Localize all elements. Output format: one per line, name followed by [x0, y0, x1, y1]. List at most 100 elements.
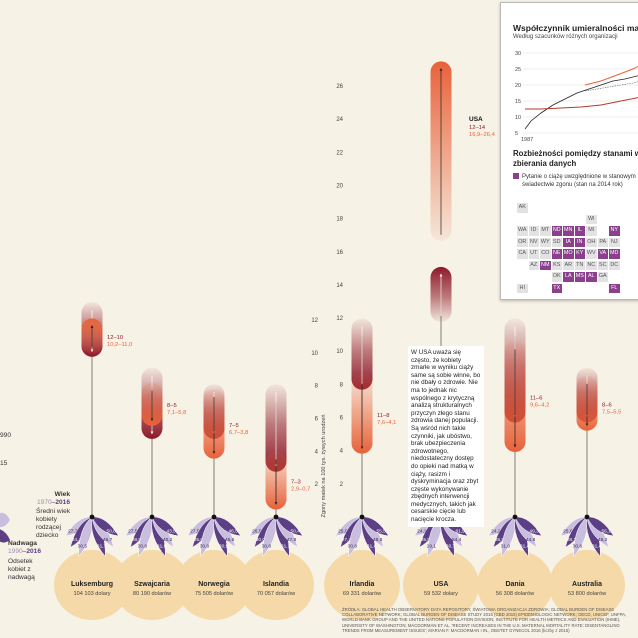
petal-hub	[211, 514, 217, 520]
range-new-label: 10,2–11,0	[107, 342, 132, 348]
y-tick-usa: 6	[340, 416, 344, 422]
state-tile-hi: HI	[517, 283, 528, 293]
inset-title2-line2: zbierania danych	[513, 158, 577, 168]
petal-label: 56,1	[602, 529, 612, 535]
age-legend-desc: Średni wiek kobiety rodzącej dziecko	[36, 508, 71, 539]
petal-label: 28,1	[567, 537, 577, 543]
state-tile-ia: IA	[563, 237, 574, 247]
range-capsules	[81, 61, 598, 510]
state-tile-nm: NM	[540, 260, 551, 270]
recent-range-capsule	[203, 389, 225, 459]
country-gdp: 80 190 dolarów	[133, 591, 172, 597]
range-old-label: 11–8	[377, 413, 389, 419]
state-tile-mi: MI	[586, 226, 597, 236]
base-circles	[54, 550, 625, 620]
petal-label: 27,7	[68, 529, 78, 535]
inset-title: Współczynnik umieralności matek w USA	[513, 23, 638, 33]
petal-label: 25,6	[563, 529, 573, 535]
range-new-label: 6,7–3,8	[229, 430, 248, 436]
state-tile-nd: ND	[551, 226, 562, 236]
country-gdp: 59 532 dolary	[424, 591, 458, 597]
petal-label: 25,0	[338, 529, 348, 535]
petal-shape	[586, 516, 615, 537]
historic-range-capsule	[430, 266, 452, 323]
inset-subtitle: Według szacunków różnych organizacji	[513, 34, 618, 40]
petal-label: 24,4	[72, 537, 82, 543]
state-tile-wa: WA	[517, 226, 528, 236]
petal-label: 30,5	[78, 543, 88, 549]
range-new-label: 7,1–5,8	[167, 410, 186, 416]
historic-range-capsule	[351, 318, 373, 390]
state-tile-pa: PA	[597, 237, 608, 247]
range-old-label: 12–10	[107, 335, 123, 341]
nadwaga-legend-desc: Odsetek kobiet z nadwagą	[8, 558, 35, 581]
inset-legend-line2: świadectwie zgonu (stan na 2014 rok)	[522, 181, 623, 188]
inset-series-1	[524, 75, 638, 130]
country-name: Szwajcaria	[134, 581, 170, 588]
age-year-a: 1970	[36, 499, 52, 506]
state-tile-ak: AK	[517, 203, 528, 213]
inset-y-tick: 20	[515, 83, 521, 89]
y-tick-usa: 14	[336, 283, 343, 289]
state-tile-ut: UT	[528, 249, 539, 259]
petal-label: 61,9	[456, 529, 466, 535]
y-tick-usa: 26	[336, 84, 343, 90]
state-tile-tn: TN	[574, 260, 585, 270]
inset-x-start: 1987	[521, 137, 533, 143]
petal-label: 31,9	[157, 543, 167, 549]
petal-groups: 27,724,430,5 31,746,750,8 27,528,830,8 31,9…	[64, 514, 615, 558]
petal: 49,3	[514, 516, 543, 537]
y-tick-usa: 22	[336, 150, 343, 156]
state-tile-ny: NY	[609, 226, 620, 236]
petal-label: 25,9	[495, 537, 505, 543]
y-tick-main: 6	[315, 417, 319, 423]
age-legend-title: Wiek	[54, 491, 70, 498]
petal-label: 30,9	[219, 543, 229, 549]
age-legend-years: 1970–2016	[36, 499, 70, 506]
petal-label: 24,1	[417, 529, 427, 535]
age-legend: Wiek 1970–2016	[20, 491, 70, 507]
petal-label: 24,2	[491, 529, 501, 535]
petal-label: 40,2	[163, 537, 173, 543]
base-circle	[324, 550, 400, 620]
state-tile-nc: NC	[586, 260, 597, 270]
state-tile-ky: KY	[574, 249, 585, 259]
y-axis-label: Zgony matek na 100 tys. żywych urodzeń	[321, 415, 327, 518]
country-gdp: 53 800 dolarów	[568, 591, 607, 597]
inset-series-4	[584, 81, 638, 92]
state-tile-il: IL	[574, 226, 585, 236]
petal-label: 25,6	[194, 537, 204, 543]
petal-label: 27,5	[190, 529, 200, 535]
petal: 55,5	[361, 516, 390, 537]
petal-hub	[89, 514, 95, 520]
inset-legend-line1: Pytanie o ciążę uwzględnione w stanowym	[513, 173, 636, 182]
petal-label: 30,7	[446, 543, 456, 549]
petal: 50,4	[275, 516, 304, 537]
petal-label: 46,2	[598, 537, 608, 543]
range-old-label: 8–6	[602, 402, 612, 408]
base-circle	[238, 550, 314, 620]
petal-label: 30,8	[348, 543, 358, 549]
state-tile-ne: NE	[551, 249, 562, 259]
petal-label: 27,5	[128, 529, 138, 535]
y-tick-usa: 8	[340, 382, 344, 388]
inset-y-tick: 15	[515, 99, 521, 105]
usa-callout: USA	[469, 116, 483, 123]
country-name: USA	[434, 581, 449, 588]
petal-hub	[512, 514, 518, 520]
petal-hub	[273, 514, 279, 520]
petal: 50,8	[91, 516, 120, 537]
country-name: Luksemburg	[71, 581, 113, 588]
range-new-label: 7,5–5,5	[602, 409, 621, 415]
clip-label-990: 990	[0, 432, 12, 439]
state-tile-ks: KS	[551, 260, 562, 270]
country-gdp: 56 308 dolarów	[496, 591, 535, 597]
state-tile-ar: AR	[563, 260, 574, 270]
petal-label: 46,5	[229, 529, 239, 535]
petal-label: 25,5	[421, 537, 431, 543]
base-circle	[54, 550, 130, 620]
petal-label: 46,7	[103, 537, 113, 543]
